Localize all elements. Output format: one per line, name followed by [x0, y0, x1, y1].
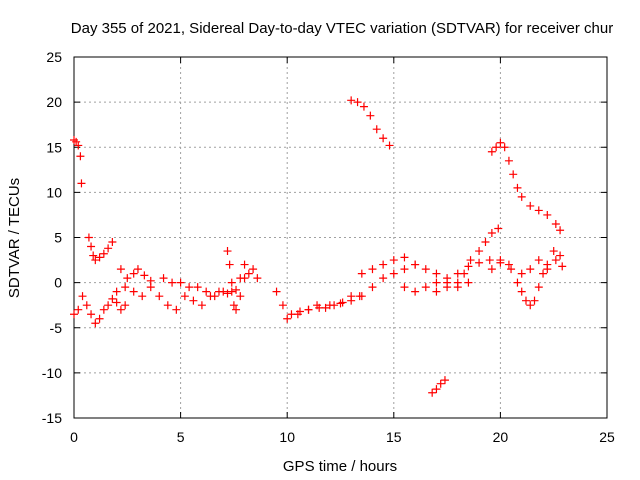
y-tick-label: 15 [46, 139, 62, 155]
point-markers [283, 260, 420, 323]
y-tick-label: 10 [46, 184, 62, 200]
series-arc-k [400, 256, 526, 296]
grid [74, 57, 607, 418]
series-arc-c [84, 233, 117, 265]
y-tick-label: -10 [42, 365, 62, 381]
x-tick-label: 10 [279, 429, 295, 445]
series-arc-j [357, 253, 473, 292]
point-markers [84, 233, 117, 265]
point-markers [347, 96, 394, 150]
series-arc-d [116, 265, 155, 285]
x-tick-label: 25 [599, 429, 615, 445]
series-arc-e [112, 265, 258, 314]
point-markers [400, 256, 526, 296]
x-tick-label: 0 [70, 429, 78, 445]
y-tick-label: -15 [42, 410, 62, 426]
axis-ticks: 0 5 10 15 20 25 -15 -10 -5 0 5 10 15 20 25 [42, 49, 615, 445]
y-tick-label: 5 [54, 230, 62, 246]
series-arc-l [432, 224, 503, 296]
y-axis-label: SDTVAR / TECUs [6, 178, 23, 298]
point-markers [526, 256, 567, 274]
x-axis-label: GPS time / hours [283, 458, 397, 475]
point-markers [272, 287, 364, 319]
point-markers [487, 138, 565, 235]
point-markers [428, 376, 449, 397]
y-tick-label: 20 [46, 94, 62, 110]
series-arc-b [70, 292, 130, 328]
y-tick-label: 25 [46, 49, 62, 65]
chart-title: Day 355 of 2021, Sidereal Day-to-day VTE… [71, 20, 613, 37]
series-arc-q [526, 256, 567, 274]
point-markers [159, 269, 262, 301]
series-arc-f [159, 269, 262, 301]
x-tick-label: 20 [493, 429, 509, 445]
series-arc-p [428, 376, 449, 397]
point-markers [357, 253, 473, 292]
data-points [70, 96, 567, 397]
y-tick-label: -5 [50, 320, 63, 336]
series-arc-n [347, 96, 394, 150]
point-markers [487, 247, 565, 310]
series-arc-m [487, 247, 565, 310]
point-markers [70, 292, 130, 328]
point-markers [223, 247, 249, 314]
series-arc-h [272, 287, 364, 319]
point-markers [70, 136, 86, 188]
series-arc-a [70, 136, 86, 188]
point-markers [432, 224, 503, 296]
point-markers [116, 265, 155, 285]
x-tick-label: 15 [386, 429, 402, 445]
x-tick-label: 5 [177, 429, 185, 445]
y-tick-label: 0 [54, 275, 62, 291]
series-arc-g [223, 247, 249, 314]
series-arc-o [487, 138, 565, 235]
series-arc-i [283, 260, 420, 323]
point-markers [112, 265, 258, 314]
